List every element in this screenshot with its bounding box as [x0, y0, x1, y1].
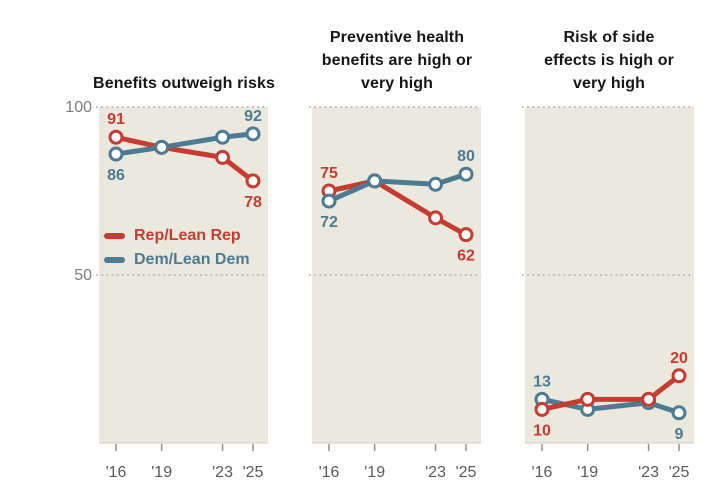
legend-label-dem: Dem/Lean Dem — [134, 251, 250, 268]
point-label-dem: 80 — [457, 148, 475, 165]
panel-title-preventive-health-benefits: Preventive health benefits are high or v… — [267, 26, 527, 95]
x-tick-label: '16 — [532, 464, 553, 481]
y-tick-label: 100 — [65, 99, 92, 116]
point-label-rep: 91 — [107, 111, 125, 128]
marker-dem — [458, 166, 474, 182]
line-rep — [539, 373, 682, 412]
plot-area — [99, 107, 268, 443]
point-label-rep: 20 — [670, 350, 688, 367]
panel-0: '16 '19 '23 '25 100 50 91 86 92 78 — [65, 99, 268, 481]
point-label-dem: 86 — [107, 167, 125, 184]
title-line: very high — [360, 75, 434, 92]
marker-dem — [367, 173, 383, 189]
panel-1: '16 '19 '23 '25 75 72 80 62 — [309, 106, 481, 481]
title-line: Benefits outweigh risks — [93, 75, 275, 92]
title-line: Risk of side — [563, 29, 655, 46]
marker-dem — [321, 193, 337, 209]
marker-dem — [154, 139, 170, 155]
plot-area — [312, 107, 481, 443]
title-line: Preventive health — [329, 29, 465, 46]
dem-line-swatch-icon — [104, 256, 125, 263]
x-tick-label: '23 — [212, 464, 233, 481]
panel-2: '16 '19 '23 '25 13 10 20 9 — [522, 106, 694, 481]
x-tick-label: '25 — [669, 464, 690, 481]
y-tick-label: 50 — [74, 267, 92, 284]
line-rep — [113, 134, 256, 184]
x-tick-label: '19 — [577, 464, 598, 481]
legend-item-rep: Rep/Lean Rep — [104, 225, 250, 246]
marker-rep — [671, 368, 687, 384]
title-line: very high — [572, 75, 646, 92]
marker-rep — [580, 391, 596, 407]
marker-dem — [108, 146, 124, 162]
line-dem — [113, 131, 256, 157]
point-label-rep: 75 — [320, 165, 338, 182]
marker-rep — [108, 129, 124, 145]
x-tick-label: '19 — [151, 464, 172, 481]
point-label-rep: 62 — [457, 248, 475, 265]
point-label-dem: 9 — [675, 426, 684, 443]
point-label-rep: 10 — [533, 422, 551, 439]
x-tick-label: '25 — [456, 464, 477, 481]
x-tick-label: '16 — [319, 464, 340, 481]
marker-dem — [671, 405, 687, 421]
marker-dem — [428, 176, 444, 192]
x-tick-label: '19 — [364, 464, 385, 481]
legend-label-rep: Rep/Lean Rep — [134, 227, 241, 244]
marker-rep — [215, 149, 231, 165]
panel-title-risk-of-side-effects: Risk of side effects is high or very hig… — [479, 26, 726, 95]
line-dem — [326, 171, 469, 204]
x-tick-label: '23 — [638, 464, 659, 481]
rep-line-swatch-icon — [104, 232, 125, 239]
point-label-dem: 13 — [533, 373, 551, 390]
point-label-dem: 72 — [320, 214, 338, 231]
title-line: effects is high or — [544, 52, 674, 69]
x-tick-label: '16 — [106, 464, 127, 481]
legend-item-dem: Dem/Lean Dem — [104, 249, 250, 270]
marker-rep — [641, 391, 657, 407]
point-label-dem: 92 — [244, 108, 262, 125]
marker-rep — [534, 401, 550, 417]
panel-title-benefits-outweigh-risks: Benefits outweigh risks — [54, 72, 314, 95]
marker-rep — [458, 227, 474, 243]
marker-dem — [245, 126, 261, 142]
legend: Rep/Lean Rep Dem/Lean Dem — [104, 225, 250, 270]
point-label-rep: 78 — [244, 194, 262, 211]
line-rep — [326, 178, 469, 238]
marker-dem — [215, 129, 231, 145]
title-line: benefits are high or — [321, 52, 473, 69]
marker-rep — [245, 173, 261, 189]
x-tick-label: '23 — [425, 464, 446, 481]
x-tick-label: '25 — [243, 464, 264, 481]
marker-rep — [428, 210, 444, 226]
